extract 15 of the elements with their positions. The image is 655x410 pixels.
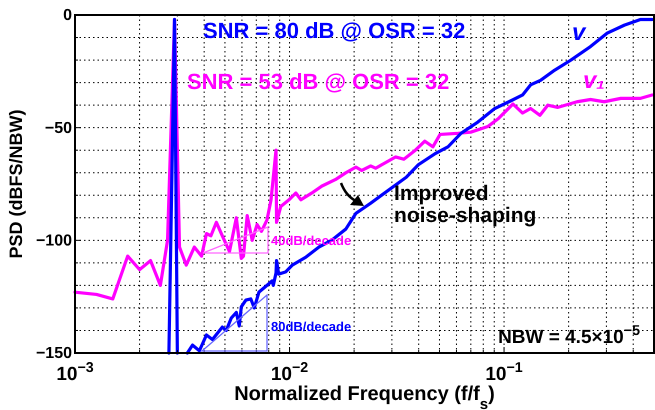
x-tick-label: 10$^{−3}$ xyxy=(56,360,94,386)
series-label: v₁ xyxy=(583,67,605,94)
x-tick-label: 10$^{−1}$ xyxy=(485,360,523,386)
annotation: 80dB/decade xyxy=(271,319,352,334)
x-tick-label: 10$^{−2}$ xyxy=(270,360,308,386)
y-axis-title: PSD (dBFS/NBW) xyxy=(6,110,26,258)
x-axis-title: Normalized Frequency (f/f$_{s}$) xyxy=(234,383,495,410)
series-label: v xyxy=(572,19,587,46)
y-tick-label: 0 xyxy=(63,7,72,24)
y-tick-label: −100 xyxy=(36,232,72,250)
annotation: SNR = 53 dB @ OSR = 32 xyxy=(187,69,450,94)
annotation: Improved noise-shaping xyxy=(394,182,536,228)
y-tick-label: −150 xyxy=(36,345,72,362)
y-tick-label: −50 xyxy=(44,120,72,137)
annotation: SNR = 80 dB @ OSR = 32 xyxy=(203,18,466,43)
